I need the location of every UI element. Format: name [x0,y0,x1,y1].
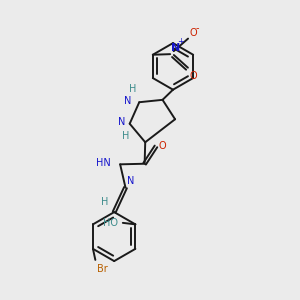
Text: HN: HN [96,158,111,168]
Text: N: N [127,176,134,186]
Text: H: H [101,197,108,207]
Text: O: O [189,70,197,81]
Text: +: + [177,38,184,46]
Text: H: H [122,131,130,141]
Text: -: - [196,22,199,33]
Text: N: N [124,96,132,106]
Text: N: N [171,43,180,53]
Text: O: O [190,28,197,38]
Text: H: H [129,84,136,94]
Text: O: O [158,141,166,151]
Text: N: N [118,117,125,127]
Text: HO: HO [103,218,118,228]
Text: Br: Br [97,264,108,274]
